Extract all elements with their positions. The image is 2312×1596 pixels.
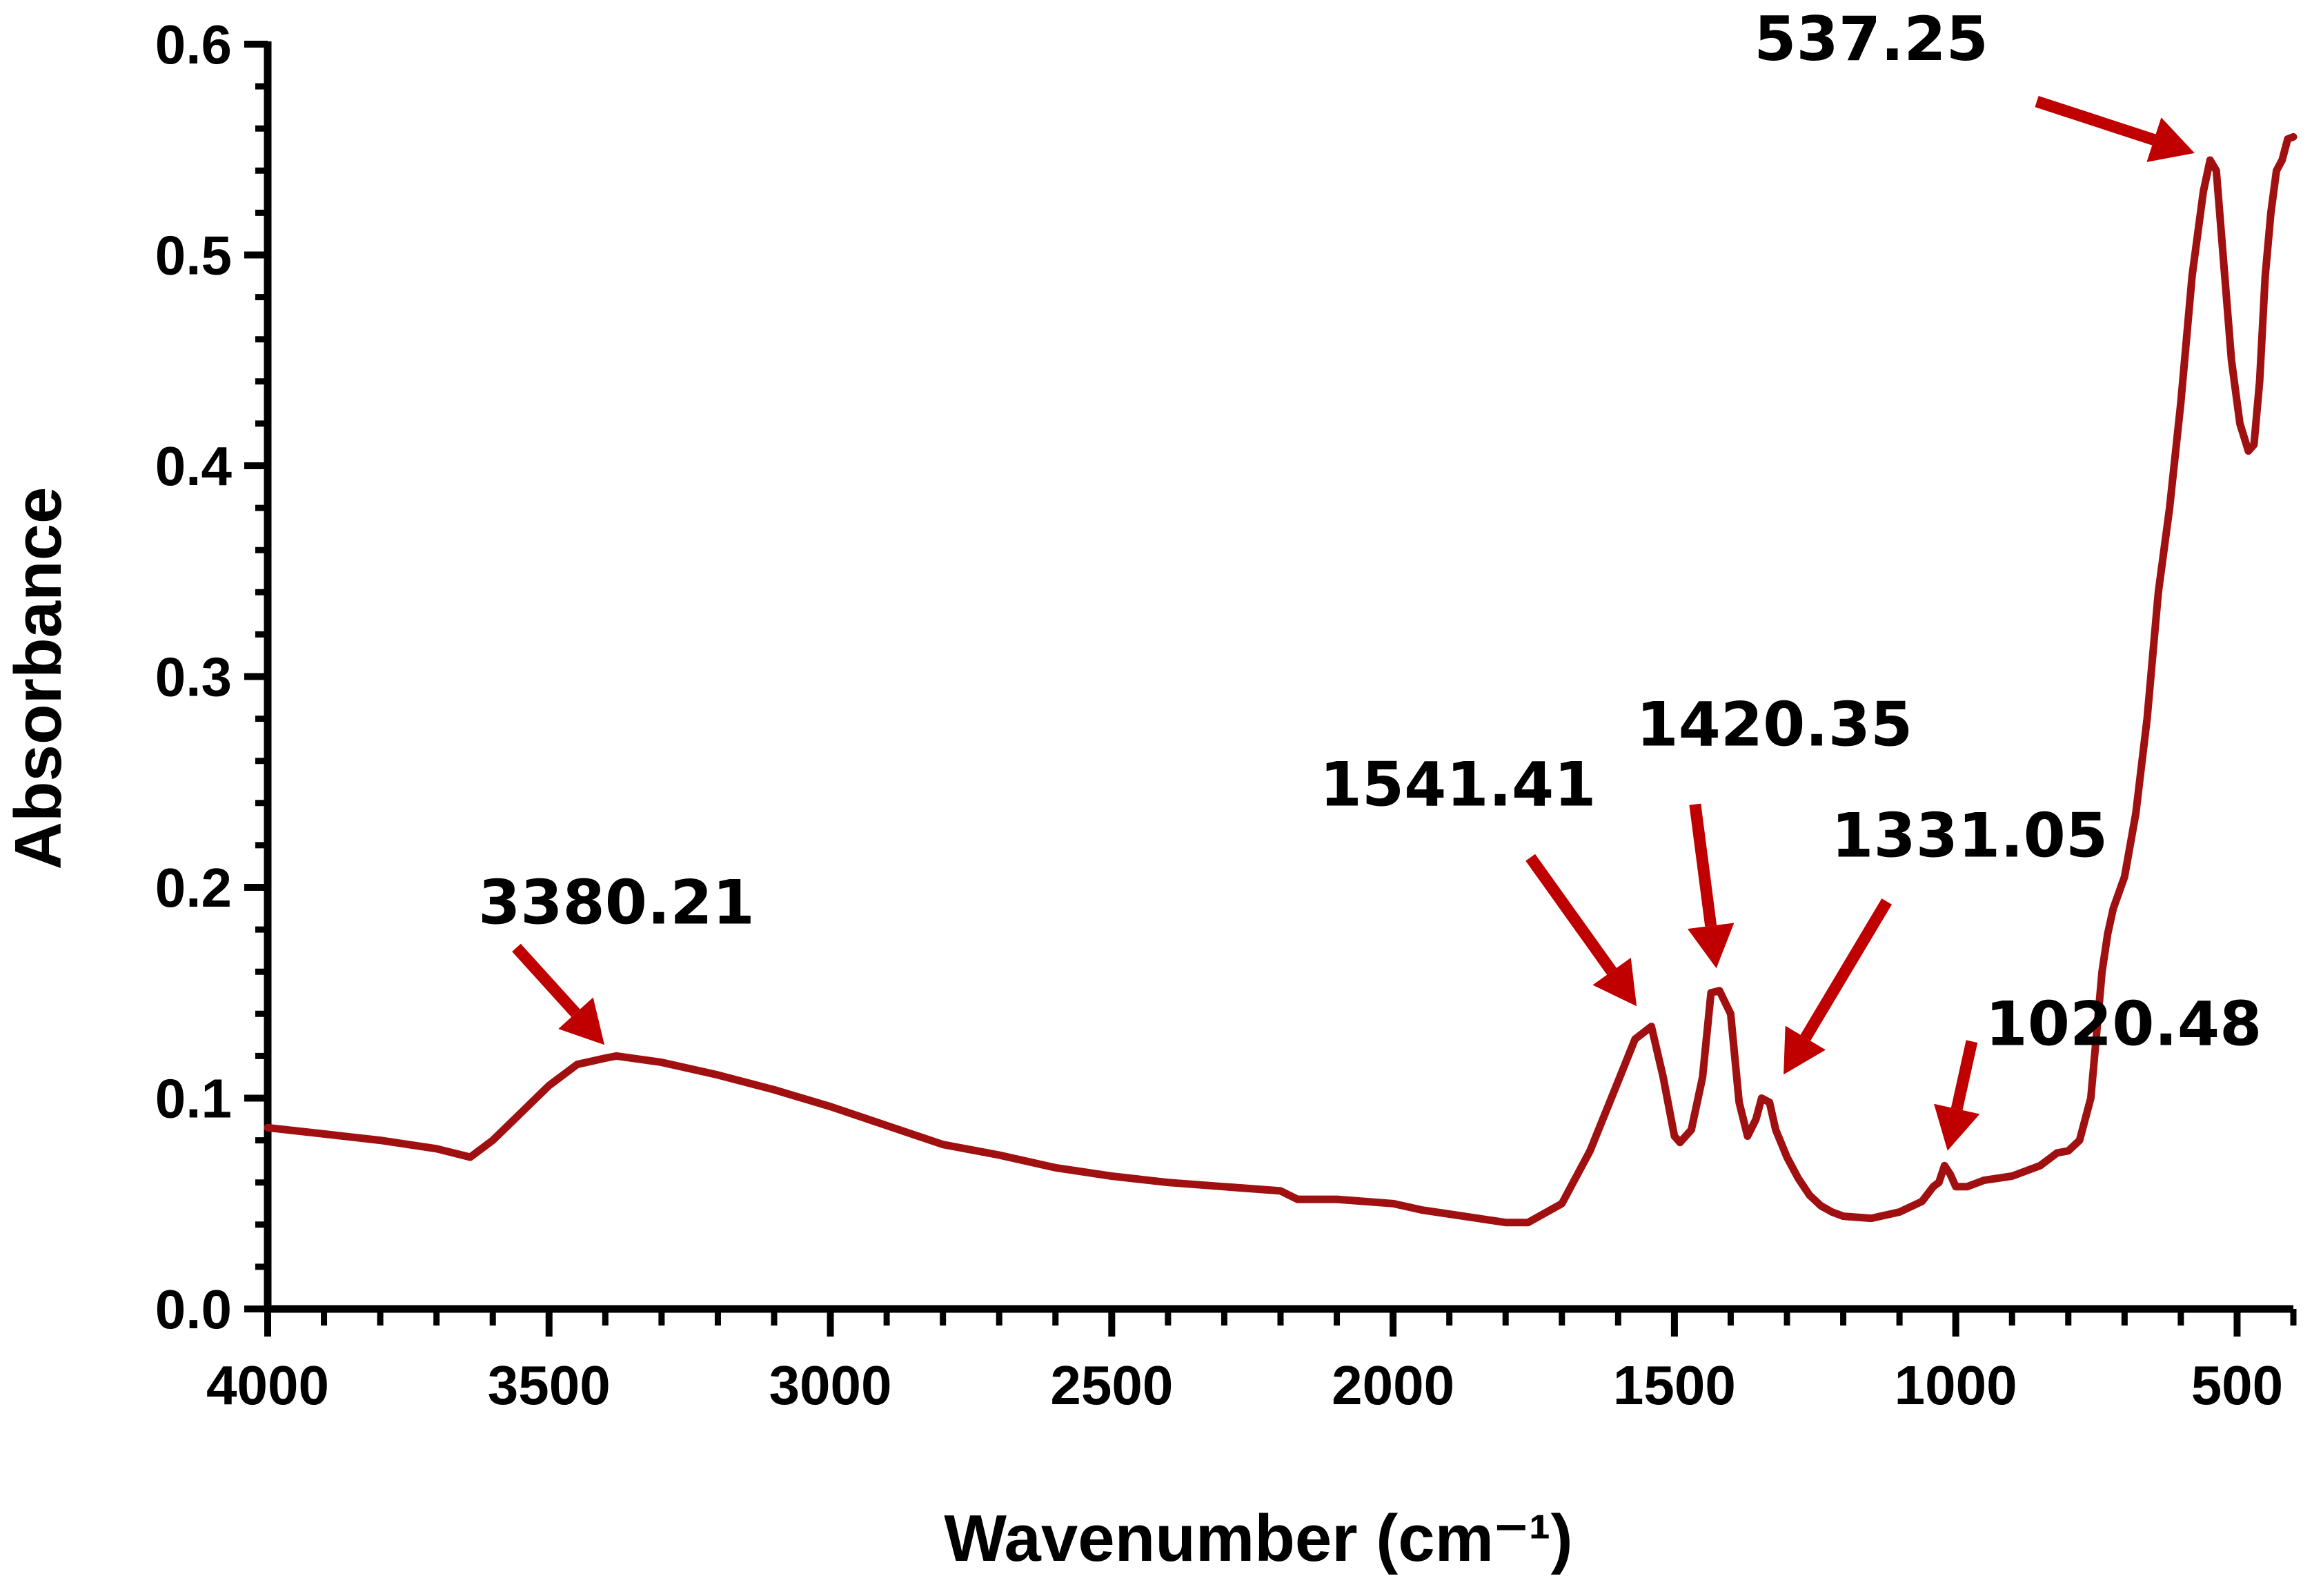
x-tick-label: 1000 [1895,1354,2017,1416]
x-tick-label: 2500 [1050,1354,1173,1416]
peak-label: 1420.35 [1636,689,1913,760]
annotation-arrowhead [1784,1025,1826,1075]
annotation-arrowhead [2146,117,2195,162]
y-tick-label: 0.0 [155,1279,232,1340]
peak-label: 1541.41 [1320,749,1597,820]
x-tick-label: 3500 [488,1354,611,1416]
annotation-arrow [1525,854,1617,975]
y-axis-title: Absorbance [1,487,75,870]
y-tick-label: 0.5 [155,225,232,286]
y-tick-label: 0.3 [155,647,232,708]
x-tick-label: 3000 [769,1354,892,1416]
annotation-arrow [2035,95,2156,146]
annotation-arrow [512,943,580,1018]
annotation-arrowhead [558,997,605,1045]
y-tick-label: 0.1 [155,1068,232,1130]
x-tick-label: 2000 [1332,1354,1454,1416]
x-axis-title: Wavenumber (cm⁻¹) [944,1501,1572,1575]
annotation-arrowhead [1592,958,1637,1007]
annotations: 3380.21 1541.41 1420.35 1331.05 1020.48 537.2… [478,3,2262,1151]
peak-label: 1331.05 [1831,800,2108,871]
y-tick-label: 0.6 [155,14,232,75]
peak-label: 3380.21 [478,867,755,938]
peak-label: 537.25 [1754,3,1988,75]
annotation-arrowhead [1687,923,1735,969]
x-tick-label: 500 [2191,1354,2283,1416]
spectrum-line [264,132,2298,1227]
x-tick-label: 1500 [1613,1354,1736,1416]
annotation-arrow [1800,898,1892,1041]
axes: 0.0 0.1 0.2 0.3 0.4 0.5 0.6 4000 3500 3000 2500 200… [155,14,2297,1416]
y-tick-label: 0.2 [155,857,232,918]
annotation-arrow [1689,803,1717,927]
plot-area [264,132,2298,1227]
peak-label: 1020.48 [1986,988,2262,1059]
x-tick-label: 4000 [206,1354,329,1416]
y-tick-label: 0.4 [155,435,233,497]
annotation-arrowhead [1934,1103,1980,1151]
annotation-arrow [1950,1040,1978,1110]
